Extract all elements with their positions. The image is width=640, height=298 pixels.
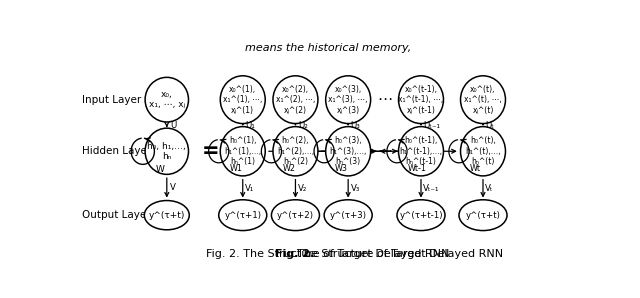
Text: h₀^(t),
h₁^(t),…,
hₙ^(t): h₀^(t), h₁^(t),…, hₙ^(t) <box>465 136 501 166</box>
Text: y^(τ+1): y^(τ+1) <box>224 211 261 220</box>
Text: W1: W1 <box>230 164 243 173</box>
Text: U₃: U₃ <box>351 121 360 130</box>
Text: y^(τ+t-1): y^(τ+t-1) <box>399 211 443 220</box>
Ellipse shape <box>220 127 265 176</box>
Ellipse shape <box>399 127 444 176</box>
Text: V₂: V₂ <box>298 184 307 193</box>
Text: W: W <box>156 165 165 174</box>
Text: Fig. 2. The Structure of Target Delayed RNN: Fig. 2. The Structure of Target Delayed … <box>206 249 450 259</box>
Text: Uₜ: Uₜ <box>485 121 494 130</box>
Text: h₀^(t-1),
h₁^(t-1),…,
hₙ^(t-1): h₀^(t-1), h₁^(t-1),…, hₙ^(t-1) <box>399 136 443 166</box>
Text: =: = <box>202 141 219 161</box>
Text: x₀^(t-1),
x₁^(t-1), ⋯,
xⱼ^(t-1): x₀^(t-1), x₁^(t-1), ⋯, xⱼ^(t-1) <box>398 85 444 114</box>
Text: x₀^(1),
x₁^(1), ⋯,
xⱼ^(1): x₀^(1), x₁^(1), ⋯, xⱼ^(1) <box>223 85 262 114</box>
Text: W2: W2 <box>282 164 295 173</box>
Text: The Structure of Target Delayed RNN: The Structure of Target Delayed RNN <box>297 249 503 259</box>
Text: Hidden Layer: Hidden Layer <box>83 146 152 156</box>
Text: means the historical memory,: means the historical memory, <box>245 44 411 53</box>
Text: U: U <box>170 121 176 130</box>
Text: y^(τ+t): y^(τ+t) <box>148 211 185 220</box>
Text: x₀^(3),
x₁^(3), ⋯,
xⱼ^(3): x₀^(3), x₁^(3), ⋯, xⱼ^(3) <box>328 85 368 114</box>
Ellipse shape <box>326 127 371 176</box>
Text: x₀^(2),
x₁^(2), ⋯,
xⱼ^(2): x₀^(2), x₁^(2), ⋯, xⱼ^(2) <box>276 85 315 114</box>
Text: V: V <box>170 183 176 192</box>
Text: Vₜ₋₁: Vₜ₋₁ <box>423 184 440 193</box>
Text: x₀^(t),
x₁^(t), ⋯,
xⱼ^(t): x₀^(t), x₁^(t), ⋯, xⱼ^(t) <box>464 85 502 114</box>
Ellipse shape <box>326 76 371 124</box>
Ellipse shape <box>459 200 507 231</box>
Text: h₀, h₁,…,
hₙ: h₀, h₁,…, hₙ <box>147 142 186 161</box>
Ellipse shape <box>461 76 506 124</box>
Text: y^(τ+3): y^(τ+3) <box>330 211 367 220</box>
Text: Uₜ₋₁: Uₜ₋₁ <box>423 121 440 130</box>
Ellipse shape <box>273 127 318 176</box>
Text: V₁: V₁ <box>245 184 255 193</box>
Ellipse shape <box>271 200 319 231</box>
Text: U₂: U₂ <box>298 121 308 130</box>
Text: x₀,
x₁, ⋯, xⱼ: x₀, x₁, ⋯, xⱼ <box>148 90 185 109</box>
Text: h₀^(2),
h₁^(2),…,
hₙ^(2): h₀^(2), h₁^(2),…, hₙ^(2) <box>277 136 314 166</box>
Text: Wt-1: Wt-1 <box>408 164 427 173</box>
Text: Wt: Wt <box>470 164 481 173</box>
Text: Fig. 2.: Fig. 2. <box>275 249 314 259</box>
Ellipse shape <box>145 128 189 174</box>
Text: ⋯: ⋯ <box>377 144 392 159</box>
Text: y^(τ+t): y^(τ+t) <box>465 211 500 220</box>
Ellipse shape <box>461 127 506 176</box>
Ellipse shape <box>273 76 318 124</box>
Ellipse shape <box>145 77 189 122</box>
Ellipse shape <box>324 200 372 231</box>
Ellipse shape <box>220 76 265 124</box>
Text: Input Layer: Input Layer <box>83 95 141 105</box>
Text: Vₜ: Vₜ <box>485 184 494 193</box>
Ellipse shape <box>397 200 445 231</box>
Text: Output Layer: Output Layer <box>83 210 151 220</box>
Text: h₀^(1),
h₁^(1),…,
hₙ^(1): h₀^(1), h₁^(1),…, hₙ^(1) <box>224 136 261 166</box>
Ellipse shape <box>219 200 267 231</box>
Text: ⋯: ⋯ <box>377 92 392 107</box>
Text: W3: W3 <box>335 164 348 173</box>
Ellipse shape <box>399 76 444 124</box>
Text: U₁: U₁ <box>245 121 255 130</box>
Text: V₃: V₃ <box>351 184 360 193</box>
Text: y^(τ+2): y^(τ+2) <box>277 211 314 220</box>
Ellipse shape <box>145 201 189 230</box>
Text: h₀^(3),
h₁^(3),…,
hₙ^(3): h₀^(3), h₁^(3),…, hₙ^(3) <box>330 136 367 166</box>
